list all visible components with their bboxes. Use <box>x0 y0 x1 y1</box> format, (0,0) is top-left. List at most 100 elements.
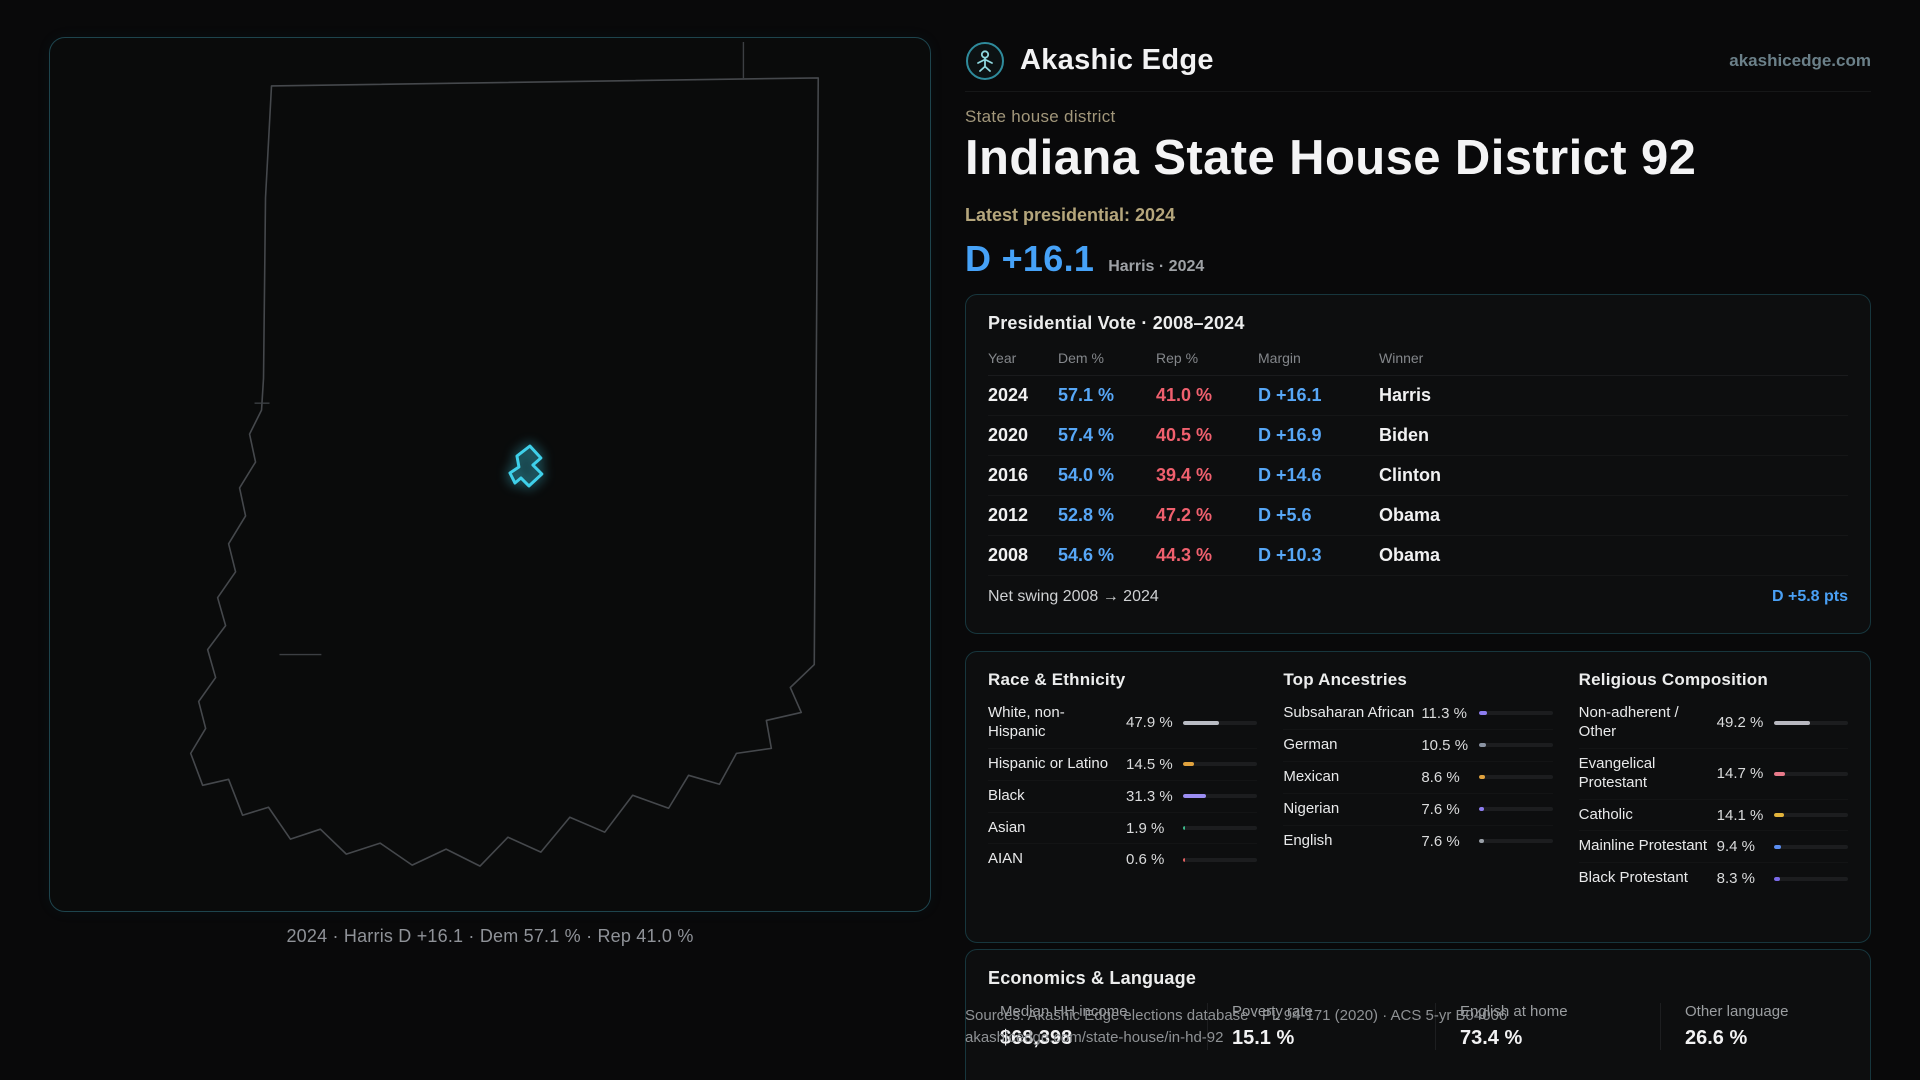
stat-label: Poverty rate <box>1232 1003 1313 1020</box>
stat-label: Other language <box>1685 1003 1789 1020</box>
stat-value: 26.6 % <box>1685 1027 1748 1049</box>
cell-rep: 39.4 % <box>1156 465 1213 485</box>
religious-composition-title: Religious Composition <box>1578 670 1768 689</box>
cell-year: 2020 <box>988 425 1029 445</box>
district-92-shape[interactable] <box>508 444 544 488</box>
demo-label: Mexican <box>1283 767 1340 785</box>
district-type-label: State house district <box>965 107 1116 126</box>
map-caption: 2024 · Harris D +16.1 · Dem 57.1 % · Rep… <box>286 926 694 946</box>
headline-margin-row: D +16.1 Harris · 2024 <box>965 238 1204 280</box>
cell-rep: 40.5 % <box>1156 425 1213 445</box>
stat-english-at-home: English at home 73.4 % <box>1435 1003 1660 1050</box>
demo-bar <box>1478 839 1553 843</box>
demo-bar <box>1774 720 1848 725</box>
stat-label: Median HH income <box>1000 1003 1128 1020</box>
demo-value: 7.6 % <box>1421 832 1460 850</box>
demo-bar <box>1183 794 1258 799</box>
demo-label: Mainline Protestant <box>1578 837 1708 855</box>
net-swing-value: D +5.8 pts <box>1771 588 1848 605</box>
cell-winner: Clinton <box>1379 465 1441 485</box>
demo-bar <box>1478 711 1553 716</box>
demo-row: Catholic 14.1 % <box>1578 800 1848 832</box>
top-ancestries-column: Top Ancestries Subsaharan African 11.3 %… <box>1283 670 1553 894</box>
demographics-card: Race & Ethnicity White, non-Hispanic 47.… <box>965 651 1871 943</box>
top-ancestries-title: Top Ancestries <box>1283 670 1408 689</box>
demo-row: Asian 1.9 % <box>988 813 1258 845</box>
indiana-map[interactable] <box>50 38 930 911</box>
cell-year: 2008 <box>988 545 1029 565</box>
table-row: 2020 57.4 % 40.5 % D +16.9 Biden <box>988 416 1848 456</box>
demo-bar <box>1183 762 1258 767</box>
stat-poverty-rate: Poverty rate 15.1 % <box>1207 1003 1435 1050</box>
economics-title: Economics & Language <box>988 968 1197 988</box>
net-swing-label: Net swing 2008 → 2024 <box>988 588 1159 605</box>
religious-composition-column: Religious Composition Non-adherent / Oth… <box>1578 670 1848 894</box>
stat-value: 15.1 % <box>1232 1027 1295 1049</box>
demo-value: 47.9 % <box>1126 714 1173 732</box>
demo-row: Non-adherent / Other 49.2 % <box>1578 698 1848 749</box>
demo-value: 14.1 % <box>1716 806 1764 824</box>
cell-winner: Obama <box>1379 545 1441 565</box>
demo-row: Mexican 8.6 % <box>1283 762 1553 794</box>
demo-value: 8.3 % <box>1716 870 1756 888</box>
demo-value: 14.7 % <box>1716 765 1764 783</box>
demo-row: Subsaharan African 11.3 % <box>1283 698 1553 730</box>
table-row: 2024 57.1 % 41.0 % D +16.1 Harris <box>988 376 1848 416</box>
permalink-url[interactable]: akashicedge.com/state-house/in-hd-92 <box>965 1029 1224 1046</box>
margin-context: Harris · 2024 <box>1108 258 1205 275</box>
demo-label: Black <box>988 786 1025 804</box>
cell-dem: 54.6 % <box>1058 545 1115 565</box>
cell-winner: Obama <box>1379 505 1441 525</box>
economics-card: Economics & Language Median HH income $6… <box>965 949 1871 1080</box>
presidential-vote-title: Presidential Vote · 2008–2024 <box>988 313 1245 333</box>
cell-rep: 47.2 % <box>1156 505 1213 525</box>
indiana-outline <box>189 77 820 867</box>
demo-bar <box>1478 807 1553 812</box>
cell-year: 2016 <box>988 465 1029 485</box>
presidential-vote-card: Presidential Vote · 2008–2024 Year Dem %… <box>965 294 1871 634</box>
cell-rep: 44.3 % <box>1156 545 1213 565</box>
table-row: 2016 54.0 % 39.4 % D +14.6 Clinton <box>988 456 1848 496</box>
demo-bar <box>1478 743 1553 748</box>
cell-margin: D +10.3 <box>1258 545 1322 565</box>
cell-margin: D +16.9 <box>1258 425 1322 445</box>
margin-headline: D +16.1 <box>965 238 1095 279</box>
economics-stats-row: Median HH income $68,398 Poverty rate 15… <box>988 1003 1848 1050</box>
cell-margin: D +5.6 <box>1258 505 1312 525</box>
demo-label: Hispanic or Latino <box>988 754 1109 772</box>
cell-dem: 57.1 % <box>1058 385 1115 405</box>
demo-label: Nigerian <box>1283 799 1340 817</box>
demo-row: Nigerian 7.6 % <box>1283 794 1553 826</box>
col-rep: Rep % <box>1156 350 1199 366</box>
demo-value: 10.5 % <box>1421 736 1469 754</box>
cell-winner: Harris <box>1379 385 1432 405</box>
demo-bar <box>1774 813 1848 817</box>
page-title: Indiana State House District 92 <box>965 131 1697 185</box>
district-map-panel <box>49 37 931 912</box>
cell-year: 2012 <box>988 505 1029 525</box>
cell-margin: D +16.1 <box>1258 385 1322 405</box>
demo-row: AIAN 0.6 % <box>988 844 1258 875</box>
col-margin: Margin <box>1258 350 1301 366</box>
demo-label: Non-adherent / Other <box>1578 704 1679 740</box>
demo-value: 1.9 % <box>1126 819 1165 837</box>
demo-value: 9.4 % <box>1716 838 1756 856</box>
demo-bar <box>1183 720 1258 725</box>
site-link[interactable]: akashicedge.com <box>1729 50 1871 70</box>
brand-name: Akashic Edge <box>1020 44 1214 76</box>
table-header-row: Year Dem % Rep % Margin Winner <box>988 344 1848 376</box>
demo-label: German <box>1283 735 1338 753</box>
brand-logo-icon <box>965 41 1005 81</box>
demo-bar <box>1478 775 1553 780</box>
demo-row: German 10.5 % <box>1283 730 1553 762</box>
table-row: 2008 54.6 % 44.3 % D +10.3 Obama <box>988 536 1848 576</box>
demo-row: White, non-Hispanic 47.9 % <box>988 698 1258 749</box>
table-row: 2012 52.8 % 47.2 % D +5.6 Obama <box>988 496 1848 536</box>
net-swing-row: Net swing 2008 → 2024 D +5.8 pts <box>988 576 1848 620</box>
demo-bar <box>1774 771 1848 776</box>
demo-label: AIAN <box>988 850 1024 868</box>
demo-label: White, non-Hispanic <box>988 704 1065 740</box>
col-winner: Winner <box>1379 350 1424 366</box>
stat-label: English at home <box>1460 1003 1568 1020</box>
demo-value: 0.6 % <box>1126 851 1165 869</box>
